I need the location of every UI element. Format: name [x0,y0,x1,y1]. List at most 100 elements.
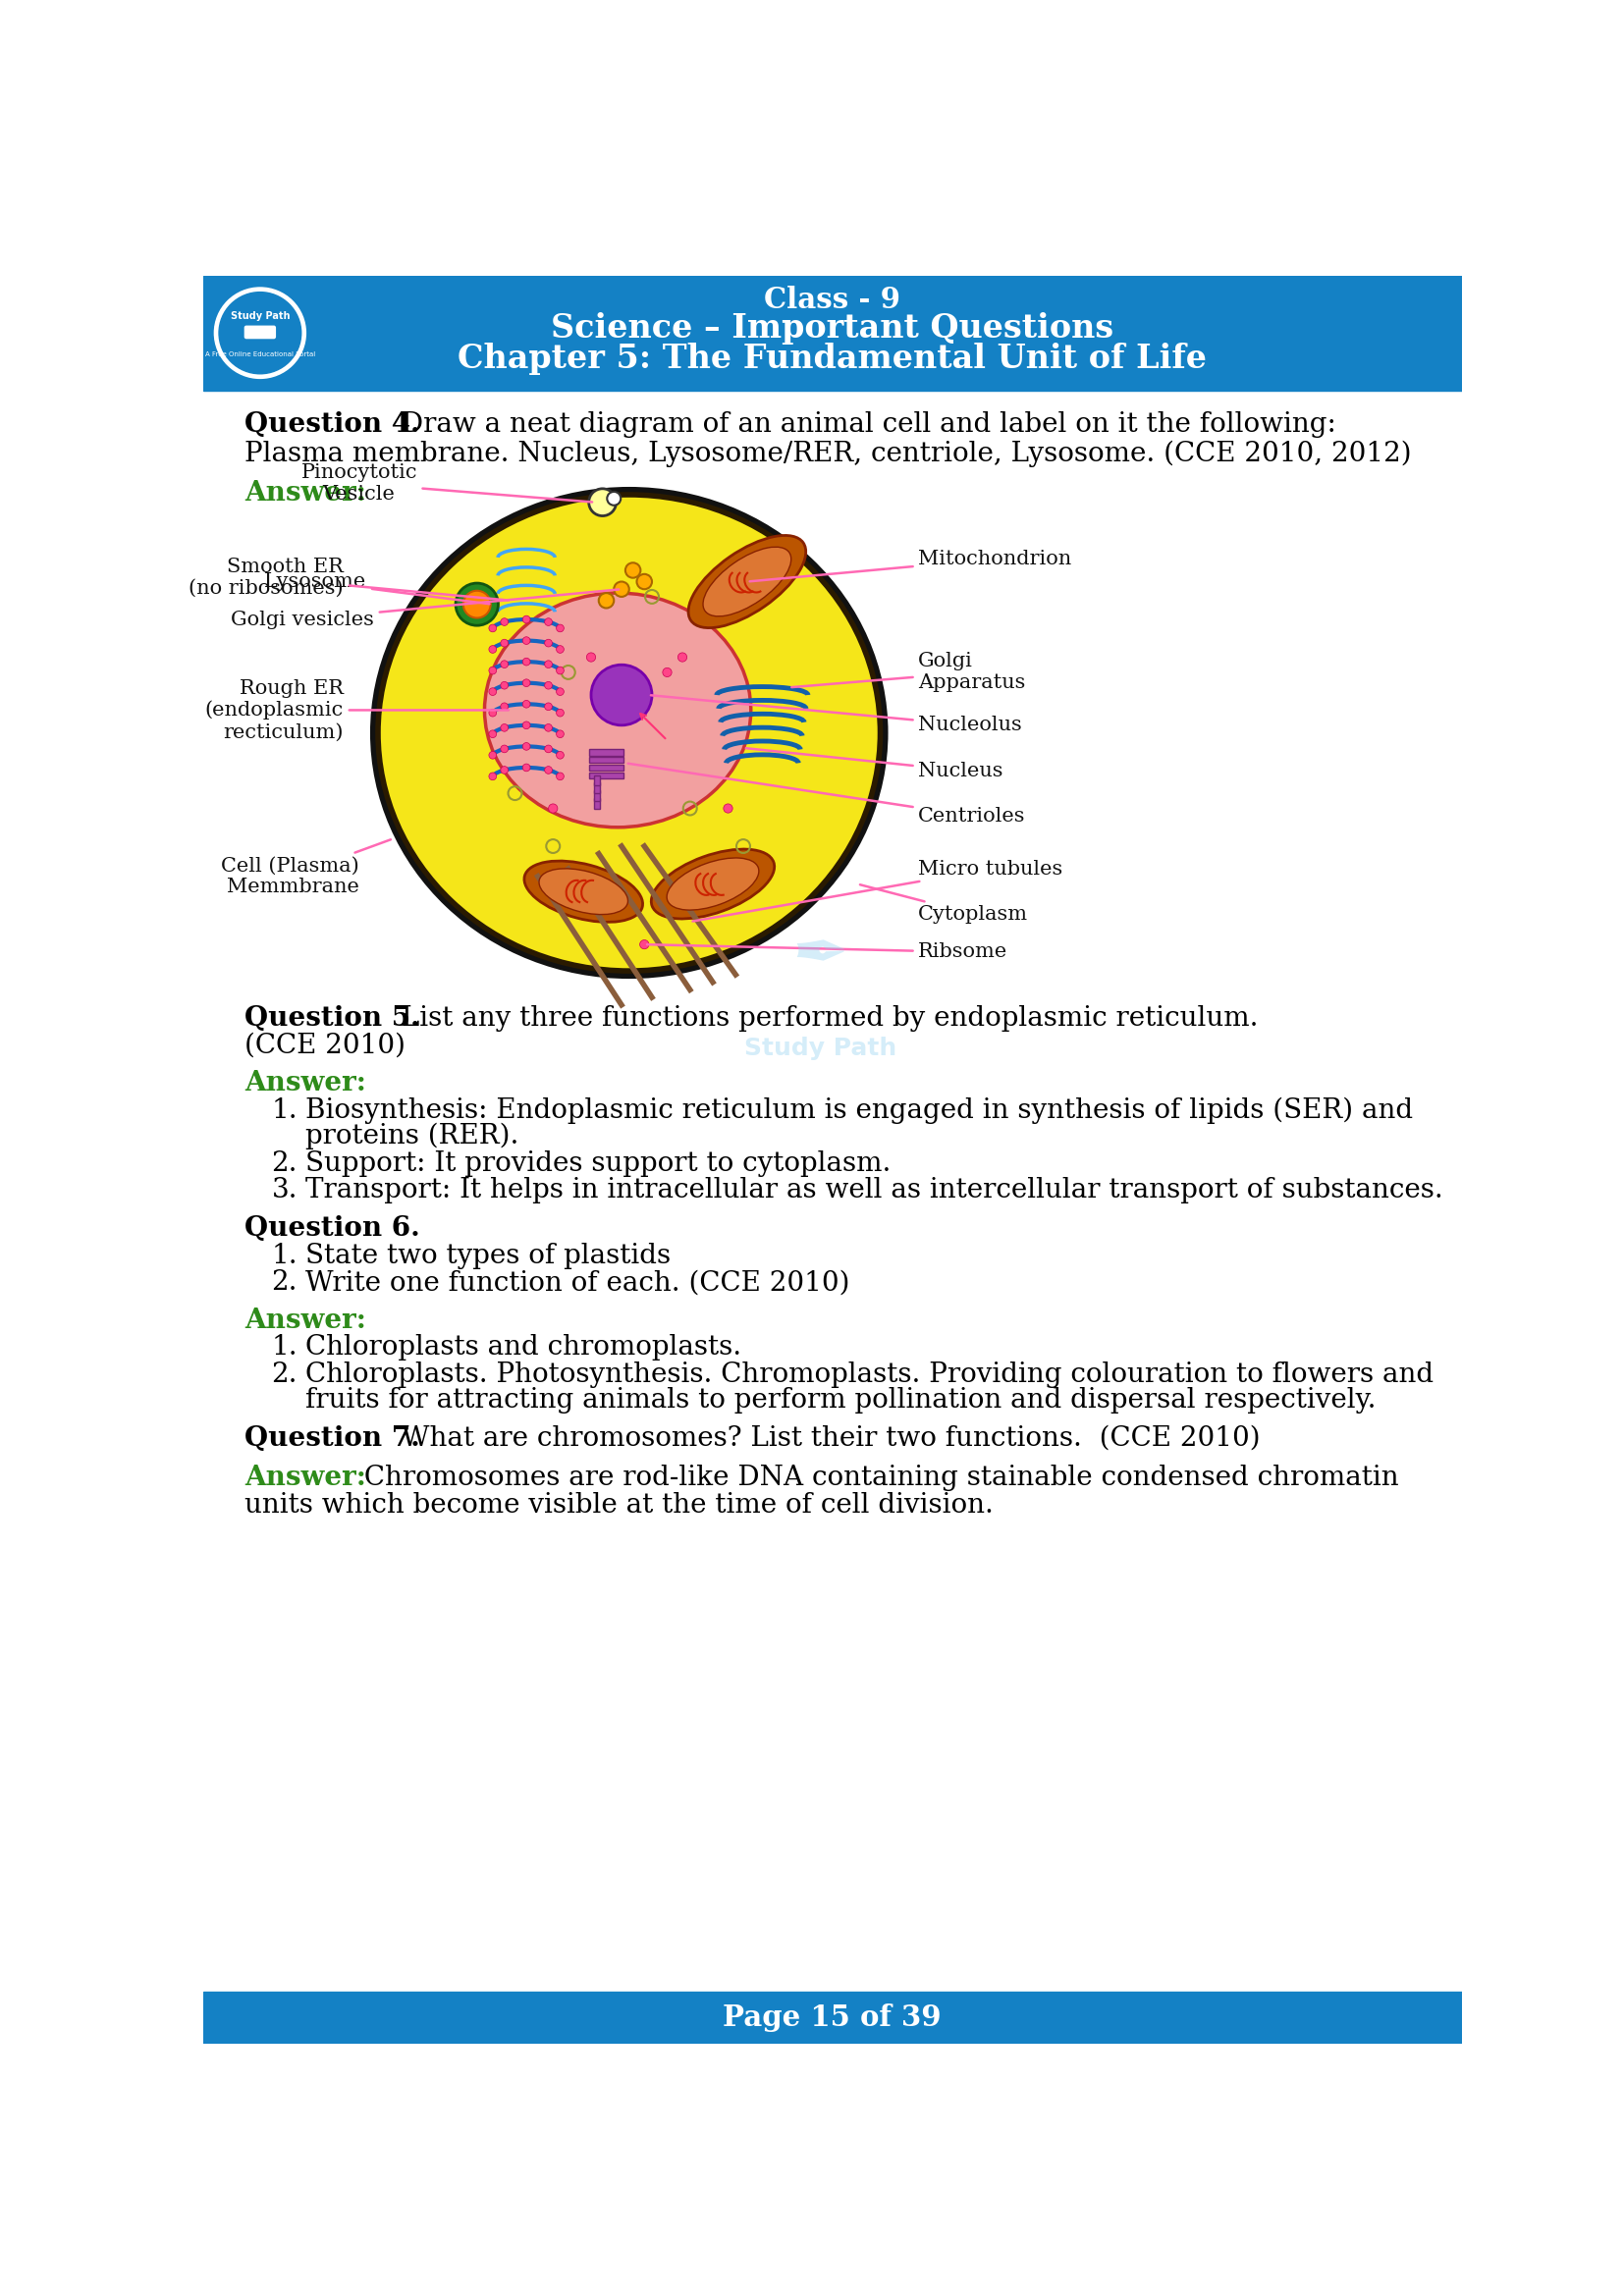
Circle shape [523,742,529,751]
Text: Question 5.: Question 5. [245,1006,421,1031]
Circle shape [544,618,552,627]
Text: 1.: 1. [271,1242,297,1270]
Circle shape [489,625,497,631]
Text: Smooth ER
(no ribosomes): Smooth ER (no ribosomes) [188,558,508,599]
Circle shape [544,767,552,774]
Circle shape [489,689,497,696]
Text: Nucleolus: Nucleolus [651,696,1021,735]
Text: Pinocytotic
Vesicle: Pinocytotic Vesicle [300,464,593,503]
Text: 2.: 2. [271,1270,297,1295]
Circle shape [557,645,564,652]
Text: Page 15 of 39: Page 15 of 39 [723,2004,942,2032]
Text: Golgi
Apparatus: Golgi Apparatus [791,652,1026,693]
Bar [203,1993,1462,2043]
Circle shape [637,574,651,590]
Text: Science – Important Questions: Science – Important Questions [551,312,1114,344]
Ellipse shape [539,868,628,914]
Text: proteins (RER).: proteins (RER). [305,1123,520,1150]
Circle shape [456,583,499,625]
Text: Support: It provides support to cytoplasm.: Support: It provides support to cytoplas… [305,1150,892,1176]
Circle shape [489,730,497,737]
Text: Write one function of each. (CCE 2010): Write one function of each. (CCE 2010) [305,1270,851,1295]
Circle shape [463,590,490,618]
Bar [203,276,1462,390]
Text: Answer:: Answer: [245,1306,367,1334]
Circle shape [500,682,508,689]
Text: ✒: ✒ [791,923,849,990]
Text: Draw a neat diagram of an animal cell and label on it the following:: Draw a neat diagram of an animal cell an… [393,411,1337,439]
Text: Micro tubules: Micro tubules [693,859,1062,921]
Circle shape [489,771,497,781]
Text: units which become visible at the time of cell division.: units which become visible at the time o… [245,1492,994,1518]
Circle shape [489,645,497,652]
Text: Cytoplasm: Cytoplasm [861,884,1028,923]
Circle shape [214,287,305,379]
Circle shape [557,709,564,716]
Circle shape [677,652,687,661]
Text: Study Path: Study Path [744,1038,896,1061]
Text: Mitochondrion: Mitochondrion [750,549,1072,581]
Bar [590,771,624,778]
Circle shape [723,804,732,813]
Circle shape [557,666,564,675]
Text: Question 7.: Question 7. [245,1426,421,1451]
Text: Golgi vesicles: Golgi vesicles [231,590,619,629]
Text: Answer:: Answer: [245,480,367,505]
Circle shape [500,746,508,753]
Circle shape [500,767,508,774]
Circle shape [544,703,552,709]
Circle shape [557,730,564,737]
Text: fruits for attracting animals to perform pollination and dispersal respectively.: fruits for attracting animals to perform… [305,1387,1377,1414]
Circle shape [500,661,508,668]
Text: 1.: 1. [271,1334,297,1362]
Text: A Free Online Educational Portal: A Free Online Educational Portal [205,351,315,358]
Circle shape [544,638,552,647]
Circle shape [489,709,497,716]
Circle shape [663,668,672,677]
Circle shape [557,751,564,760]
Bar [594,790,601,801]
Circle shape [523,659,529,666]
Bar [590,765,624,771]
Circle shape [607,491,620,505]
Text: 3.: 3. [271,1178,297,1203]
Ellipse shape [667,859,758,909]
Text: Chloroplasts and chromoplasts.: Chloroplasts and chromoplasts. [305,1334,742,1362]
Bar [594,783,601,794]
Text: Plasma membrane. Nucleus, Lysosome/RER, centriole, Lysosome. (CCE 2010, 2012): Plasma membrane. Nucleus, Lysosome/RER, … [245,441,1411,466]
Circle shape [625,563,640,579]
Text: 2.: 2. [271,1150,297,1176]
Circle shape [544,746,552,753]
Text: Biosynthesis: Endoplasmic reticulum is engaged in synthesis of lipids (SER) and: Biosynthesis: Endoplasmic reticulum is e… [305,1097,1413,1125]
Text: Question 4.: Question 4. [245,411,421,439]
Text: Rough ER
(endoplasmic
recticulum): Rough ER (endoplasmic recticulum) [205,680,508,742]
Text: Centrioles: Centrioles [628,765,1026,824]
Circle shape [599,592,614,608]
Circle shape [523,615,529,622]
Text: Answer:: Answer: [245,1070,367,1097]
Text: 1.: 1. [271,1097,297,1123]
Circle shape [523,765,529,771]
Text: (CCE 2010): (CCE 2010) [245,1033,406,1058]
Ellipse shape [651,850,775,918]
Text: Class - 9: Class - 9 [763,285,901,315]
Ellipse shape [484,592,750,827]
Bar [590,748,624,755]
Bar [594,797,601,808]
Circle shape [544,661,552,668]
Text: Chromosomes are rod-like DNA containing stainable condensed chromatin: Chromosomes are rod-like DNA containing … [356,1465,1398,1490]
Circle shape [500,723,508,732]
Text: Question 6.: Question 6. [245,1215,421,1242]
Ellipse shape [378,494,880,971]
Circle shape [640,939,650,948]
Circle shape [489,751,497,760]
Circle shape [544,723,552,732]
Text: Nucleus: Nucleus [745,748,1004,781]
Text: Ribsome: Ribsome [646,944,1009,962]
Text: Cell (Plasma)
Memmbrane: Cell (Plasma) Memmbrane [221,840,391,895]
Circle shape [523,721,529,730]
Circle shape [489,666,497,675]
Circle shape [557,689,564,696]
Circle shape [523,636,529,645]
FancyBboxPatch shape [245,326,276,338]
